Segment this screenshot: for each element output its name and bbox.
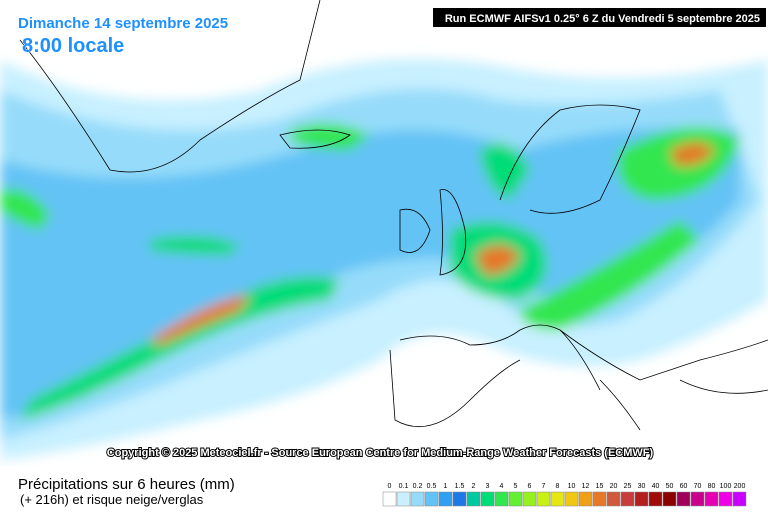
legend-label: 2 <box>472 483 476 490</box>
legend-label: 80 <box>708 483 716 490</box>
run-box <box>433 8 766 27</box>
legend-label: 60 <box>680 483 688 490</box>
legend-label: 12 <box>582 483 590 490</box>
legend-swatch <box>648 491 663 507</box>
legend-label: 4 <box>500 483 504 490</box>
legend-swatch <box>424 491 439 507</box>
legend-swatch <box>466 491 481 507</box>
copyright: Copyright © 2025 Meteociel.fr - Source E… <box>107 447 654 459</box>
date: Dimanche 14 septembre 2025 <box>18 15 228 32</box>
legend-label: 0.1 <box>399 483 409 490</box>
legend-swatch <box>718 491 733 507</box>
run-info: Run ECMWF AIFSv1 0.25° 6 Z du Vendredi 5… <box>445 13 760 25</box>
legend-label: 1.5 <box>455 483 465 490</box>
legend-swatch <box>480 491 495 507</box>
legend-swatch <box>382 491 397 507</box>
footer-subtitle: (+ 216h) et risque neige/verglas <box>20 492 204 507</box>
legend-label: 0 <box>388 483 392 490</box>
legend-swatch <box>676 491 691 507</box>
legend-swatch <box>564 491 579 507</box>
legend-label: 0.5 <box>427 483 437 490</box>
legend-label: 1 <box>444 483 448 490</box>
coastlines <box>19 0 768 431</box>
legend-swatch <box>536 491 551 507</box>
legend-label: 25 <box>624 483 632 490</box>
color-legend: 0 0.1 0.2 0.5 1 1.5 2 3 4 5 6 7 8 10 12 15 20 25 30 40 50 60 7… <box>382 483 747 507</box>
legend-label: 10 <box>568 483 576 490</box>
time: 8:00 locale <box>22 35 124 57</box>
legend-label: 20 <box>610 483 618 490</box>
legend-swatch <box>620 491 635 507</box>
legend-swatch <box>606 491 621 507</box>
legend-label: 30 <box>638 483 646 490</box>
legend-label: 40 <box>652 483 660 490</box>
legend-label: 7 <box>542 483 546 490</box>
legend-label: 50 <box>666 483 674 490</box>
legend-swatch <box>732 491 747 507</box>
legend-swatch <box>438 491 453 507</box>
legend-label: 70 <box>694 483 702 490</box>
legend-label: 5 <box>514 483 518 490</box>
legend-swatch <box>410 491 425 507</box>
legend-swatch <box>396 491 411 507</box>
legend-swatch <box>508 491 523 507</box>
legend-label: 100 <box>720 483 732 490</box>
legend-swatch <box>550 491 565 507</box>
legend-swatch <box>522 491 537 507</box>
footer-title: Précipitations sur 6 heures (mm) <box>18 476 235 493</box>
legend-label: 8 <box>556 483 560 490</box>
legend-label: 200 <box>734 483 746 490</box>
legend-swatch <box>704 491 719 507</box>
precipitation-field <box>0 58 768 460</box>
legend-swatch <box>592 491 607 507</box>
legend-swatch <box>452 491 467 507</box>
legend-label: 0.2 <box>413 483 423 490</box>
legend-swatch <box>578 491 593 507</box>
legend-swatch <box>494 491 509 507</box>
legend-label: 6 <box>528 483 532 490</box>
legend-swatch <box>662 491 677 507</box>
legend-label: 15 <box>596 483 604 490</box>
legend-label: 3 <box>486 483 490 490</box>
legend-swatch <box>690 491 705 507</box>
legend-swatch <box>634 491 649 507</box>
